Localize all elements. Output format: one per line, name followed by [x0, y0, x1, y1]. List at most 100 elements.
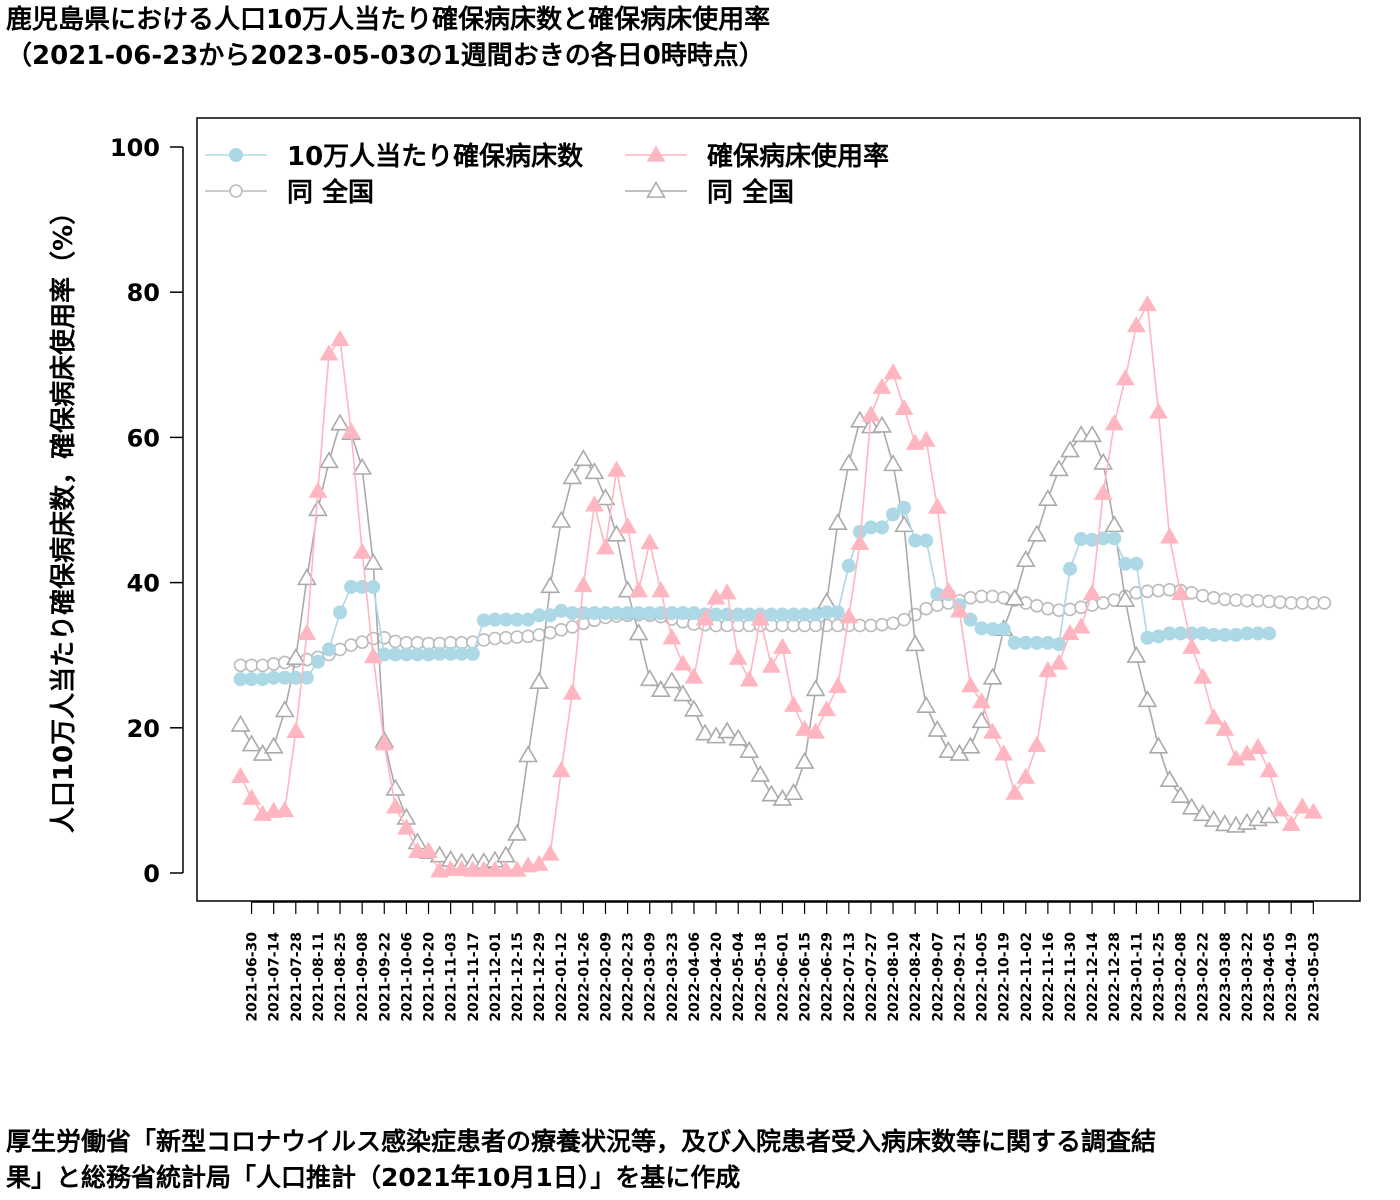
data-point [374, 734, 394, 751]
data-point [839, 607, 859, 624]
data-point [673, 684, 693, 702]
data-point [646, 145, 666, 162]
data-point [762, 656, 781, 673]
data-point [596, 538, 615, 555]
data-point [974, 589, 989, 604]
data-point [319, 451, 339, 469]
data-point [1182, 637, 1202, 654]
data-point [330, 413, 350, 431]
x-tick-label: 2022-02-09 [598, 932, 614, 1022]
x-tick-label: 2022-11-16 [1041, 932, 1057, 1022]
data-point [864, 618, 878, 633]
data-point [1005, 783, 1025, 800]
data-point [872, 377, 892, 394]
data-point [1193, 667, 1213, 684]
data-point [1284, 596, 1298, 610]
data-point [886, 507, 901, 522]
data-point [606, 524, 627, 542]
data-point [1270, 800, 1290, 817]
data-point [618, 517, 637, 534]
chart-title: 鹿児島県における人口10万人当たり確保病床数と確保病床使用率 （2021-06-… [6, 2, 770, 74]
data-point [1192, 804, 1213, 822]
data-point [961, 676, 980, 693]
data-point [1049, 459, 1069, 477]
data-point [1104, 515, 1125, 533]
data-point [875, 617, 889, 632]
x-tick-label: 2022-06-01 [775, 932, 791, 1022]
data-point [1170, 785, 1191, 803]
data-point [817, 700, 837, 717]
data-point [1049, 653, 1069, 670]
data-point [551, 761, 571, 778]
data-point [1262, 594, 1276, 609]
data-point [908, 607, 922, 622]
data-point [229, 184, 243, 198]
data-point [607, 460, 626, 477]
x-tick-label: 2021-10-20 [422, 932, 438, 1022]
data-point [1015, 550, 1036, 568]
data-point [830, 605, 845, 620]
data-point [1162, 583, 1177, 597]
data-point [972, 692, 991, 709]
x-tick-label: 2023-01-11 [1129, 932, 1145, 1022]
x-tick-label: 2022-04-06 [687, 932, 703, 1022]
data-point [1148, 736, 1169, 754]
x-tick-label: 2021-09-08 [355, 932, 371, 1022]
data-point [916, 695, 937, 713]
data-point [950, 601, 969, 618]
y-tick-label: 100 [110, 134, 160, 162]
x-tick-label: 2022-01-12 [554, 932, 570, 1022]
data-point [841, 558, 856, 573]
x-tick-label: 2022-05-18 [753, 932, 769, 1022]
data-point [352, 457, 373, 475]
data-point [982, 667, 1003, 685]
data-point [1240, 593, 1254, 608]
data-point [263, 736, 284, 754]
data-point [573, 449, 594, 467]
data-point [321, 642, 336, 657]
data-point [1071, 617, 1091, 634]
data-point [410, 636, 425, 650]
data-point [1137, 690, 1158, 708]
x-tick-label: 2021-11-17 [466, 932, 482, 1022]
data-point [1295, 596, 1310, 610]
data-point [529, 671, 550, 689]
data-point [1138, 295, 1157, 312]
x-tick-label: 2022-06-29 [820, 932, 836, 1022]
data-point [1060, 440, 1080, 458]
data-point [266, 657, 281, 671]
data-point [584, 462, 605, 480]
line-chart: 0 20 40 60 80 100 2021-06-30 2021-07-14 2021-07… [48, 117, 1361, 1022]
x-tick-label: 2023-02-08 [1174, 932, 1190, 1022]
data-point [1306, 596, 1321, 610]
data-point [750, 609, 770, 626]
data-point [1027, 735, 1047, 752]
data-point [1214, 814, 1235, 832]
data-point [886, 616, 900, 631]
data-point [1037, 489, 1058, 507]
data-point [565, 620, 580, 634]
x-tick-label: 2022-02-23 [621, 932, 637, 1022]
data-point [507, 823, 527, 841]
data-point [562, 467, 583, 485]
data-point [1074, 600, 1088, 615]
legend-item: 同 全国 [625, 177, 794, 208]
data-point [1030, 599, 1044, 613]
data-point [452, 859, 472, 876]
data-point [585, 495, 604, 512]
data-point [784, 695, 803, 712]
caption-line-1: 厚生労働省「新型コロナウイルス感染症患者の療養状況等，及び入院患者受入病床数等に… [6, 1127, 1157, 1156]
data-point [983, 722, 1002, 739]
data-point [1107, 531, 1122, 546]
data-point [286, 721, 306, 739]
data-point [1126, 645, 1147, 663]
data-point [728, 728, 749, 746]
data-point [919, 601, 934, 616]
data-point [1063, 561, 1077, 576]
data-point [1251, 593, 1265, 608]
data-point [985, 589, 1000, 604]
data-point [275, 801, 295, 818]
data-point [1151, 583, 1166, 598]
data-point [352, 542, 372, 559]
y-tick-label: 0 [143, 860, 160, 888]
